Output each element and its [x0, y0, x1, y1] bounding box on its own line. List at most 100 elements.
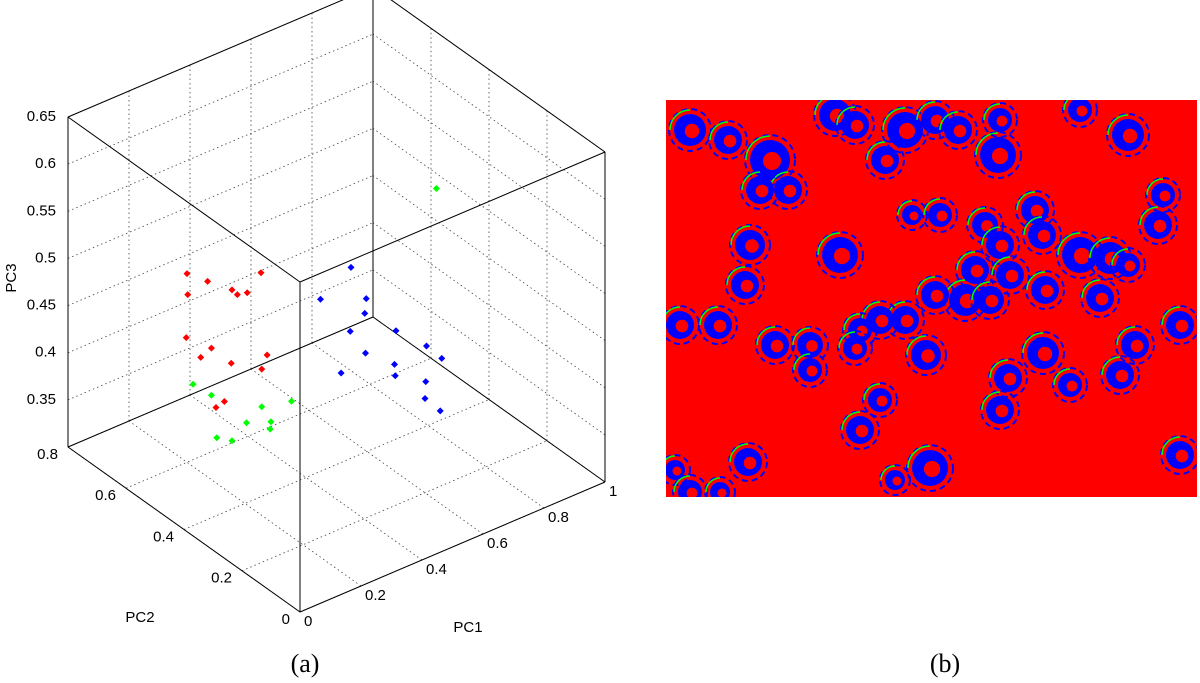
cell-nucleus [995, 239, 1009, 253]
cell-edge [983, 103, 1001, 121]
cell-halo [725, 265, 765, 305]
cell-edge [989, 359, 1009, 379]
point [220, 398, 228, 406]
cell-edge [709, 121, 729, 141]
point [257, 269, 265, 277]
cell-halo [1025, 270, 1065, 310]
cell-nucleus [723, 134, 737, 148]
cell-halo [1106, 113, 1150, 157]
cell-edge [792, 327, 811, 346]
cell-edge [1161, 436, 1181, 456]
cell-halo [955, 250, 995, 290]
cell-edge [880, 465, 896, 481]
cell-edge [1057, 232, 1081, 256]
cell-nucleus [1130, 339, 1144, 353]
cell-nucleus [930, 289, 944, 303]
cell-halo [1110, 247, 1146, 283]
cell-halo [840, 410, 880, 450]
point [392, 327, 400, 335]
grid-line [241, 440, 548, 572]
cell-halo [860, 300, 900, 340]
cell-halo [980, 225, 1020, 265]
point [361, 309, 369, 317]
cell-halo [970, 280, 1010, 320]
y-tick-label: 0 [282, 611, 290, 628]
cell-nucleus [921, 349, 935, 363]
cell-edge [923, 198, 941, 216]
point [233, 291, 241, 299]
grid-line [67, 175, 374, 306]
cell-nucleus [1095, 292, 1109, 306]
cell-edge [1081, 279, 1101, 299]
point [438, 354, 446, 362]
point [347, 263, 355, 271]
grid-line [67, 0, 344, 118]
point [263, 351, 271, 359]
cell-nucleus [740, 279, 754, 293]
z-tick-label: 0.65 [27, 108, 56, 125]
cell-nucleus [1003, 372, 1017, 386]
point [288, 397, 295, 405]
cell-halo [1138, 205, 1178, 245]
point [432, 185, 440, 193]
y-axis-label: PC2 [125, 609, 154, 626]
cell-edge [1139, 206, 1159, 226]
cell-nucleus [763, 152, 781, 170]
point [391, 372, 399, 380]
y-tick-label: 0.8 [37, 446, 58, 463]
point [204, 277, 212, 285]
z-axis-label: PC3 [3, 263, 20, 292]
cell-edge [756, 326, 776, 346]
point [227, 359, 235, 367]
cell-nucleus [898, 122, 916, 140]
grid-line [67, 222, 374, 354]
cell-edge [1022, 332, 1044, 354]
cell-halo [1062, 100, 1098, 128]
cell-edge [1053, 368, 1071, 386]
point [228, 437, 236, 445]
point [317, 295, 324, 303]
cell-nucleus [1175, 449, 1189, 463]
grid-line [183, 399, 490, 530]
point [197, 353, 205, 361]
cell-nucleus [806, 340, 818, 352]
cell-edge [1089, 237, 1111, 259]
cell-edge [841, 411, 861, 431]
cell-nucleus [930, 114, 944, 128]
cell-edge [981, 226, 1001, 246]
x-tick-label: 0.6 [487, 535, 508, 552]
cell-nucleus [1122, 128, 1138, 144]
cell-nucleus [1076, 105, 1088, 117]
cell-edge [838, 331, 856, 349]
cell-halo [1145, 177, 1181, 213]
cell-halo [1115, 325, 1155, 365]
cell-halo [837, 330, 873, 366]
cell-halo [672, 474, 708, 497]
cell-halo [842, 312, 878, 348]
cell-edge [745, 135, 771, 161]
point [346, 327, 354, 335]
cell-edge [967, 207, 986, 226]
cell-edge [817, 232, 841, 256]
cell-edge [975, 132, 999, 156]
box-edge [67, 316, 374, 448]
point [182, 334, 190, 342]
cell-nucleus [672, 466, 682, 476]
point [436, 407, 444, 415]
cell-halo [666, 305, 700, 345]
cell-halo [728, 442, 768, 482]
x-axis-label: PC1 [453, 619, 482, 636]
cell-halo [990, 255, 1030, 295]
cell-nucleus [1005, 269, 1019, 283]
cell-edge [843, 313, 861, 331]
cell-halo [755, 325, 795, 365]
cell-halo [879, 464, 911, 496]
scatter-3d: 0 0.2 0.4 0.6 0.8 1 0 0.2 0.4 0.6 0.8 0.35 0.4 0.45 0.… [27, 0, 617, 630]
x-tick-label: 0.2 [365, 587, 386, 604]
box-edge [372, 316, 606, 483]
cell-halo [708, 120, 748, 160]
cell-halo [1052, 367, 1088, 403]
grid-line [67, 33, 374, 165]
segmented-image [666, 100, 1197, 497]
